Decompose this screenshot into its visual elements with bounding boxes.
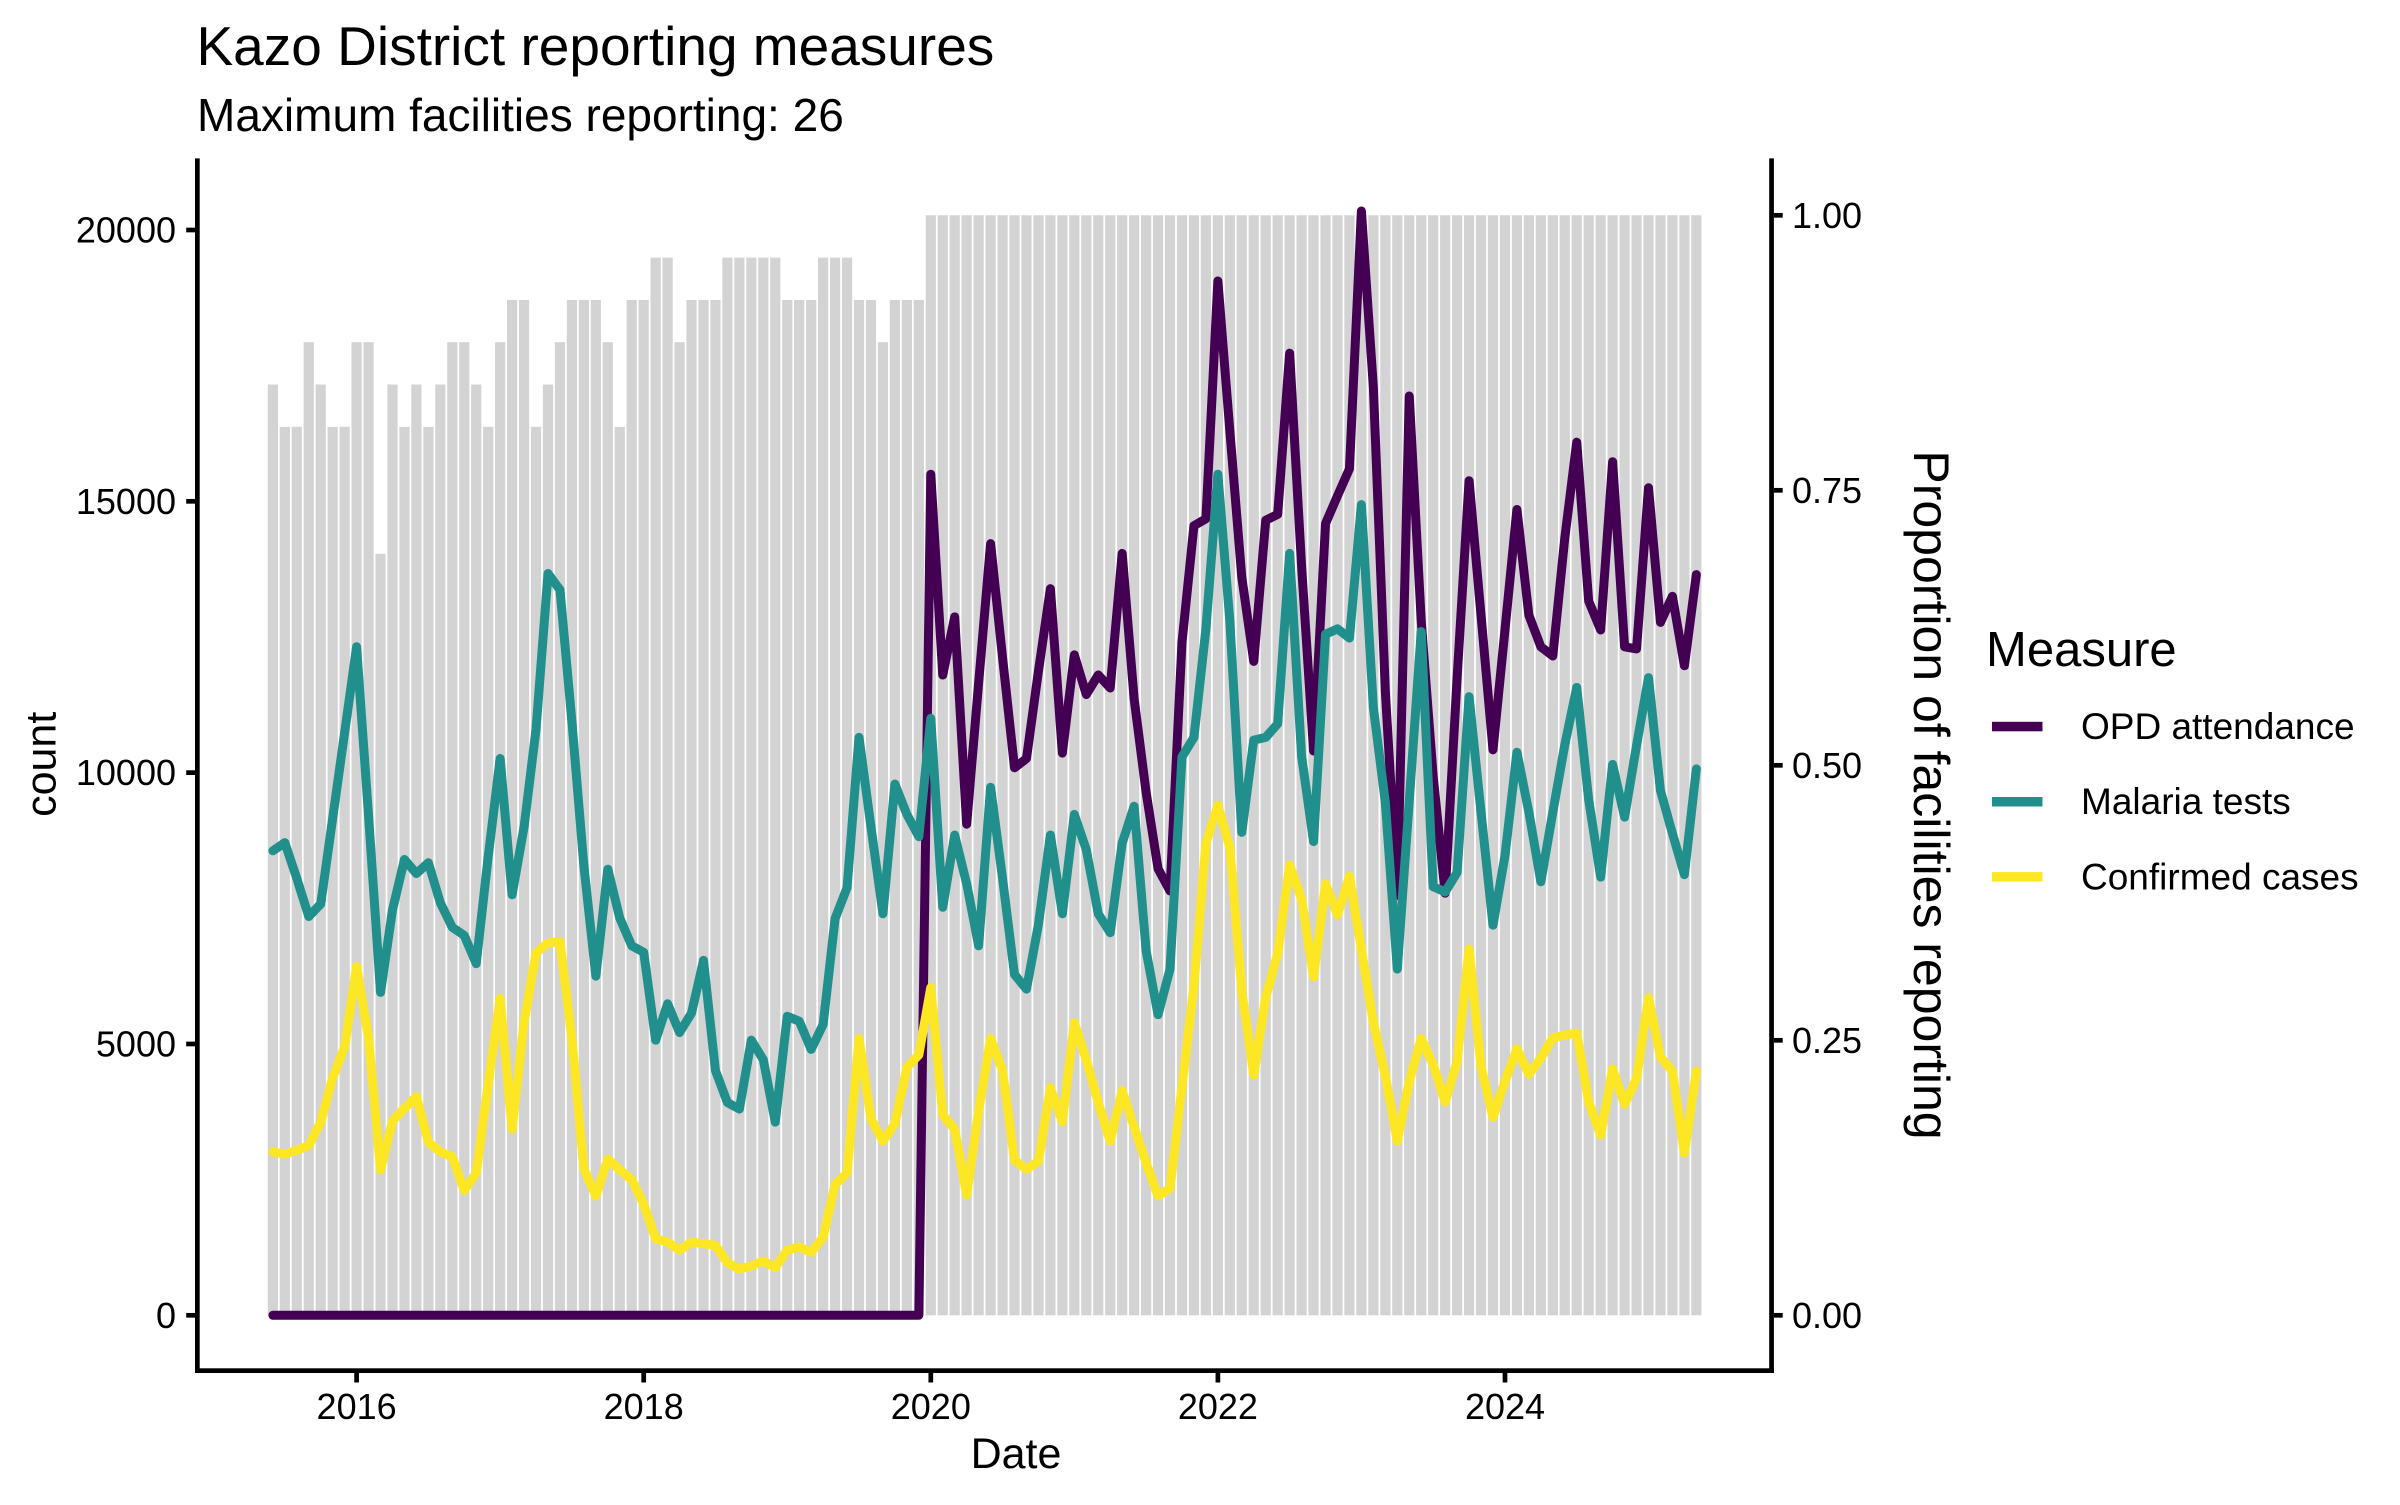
- svg-text:Measure: Measure: [1986, 623, 2177, 677]
- svg-text:0: 0: [156, 1295, 176, 1336]
- svg-text:1.00: 1.00: [1792, 195, 1862, 236]
- svg-text:20000: 20000: [76, 210, 176, 251]
- svg-text:Date: Date: [971, 1430, 1062, 1478]
- svg-text:0.00: 0.00: [1792, 1295, 1862, 1336]
- svg-text:2024: 2024: [1465, 1386, 1545, 1427]
- svg-text:Maximum facilities reporting:: Maximum facilities reporting: 26: [197, 89, 844, 141]
- svg-text:10000: 10000: [76, 752, 176, 793]
- svg-text:2020: 2020: [891, 1386, 971, 1427]
- svg-text:2016: 2016: [317, 1386, 397, 1427]
- svg-text:count: count: [18, 712, 66, 817]
- svg-text:Confirmed cases: Confirmed cases: [2081, 856, 2359, 897]
- svg-text:0.75: 0.75: [1792, 470, 1862, 511]
- svg-text:Malaria tests: Malaria tests: [2081, 781, 2291, 822]
- svg-text:OPD attendance: OPD attendance: [2081, 706, 2355, 747]
- svg-text:0.25: 0.25: [1792, 1020, 1862, 1061]
- svg-text:15000: 15000: [76, 481, 176, 522]
- svg-text:5000: 5000: [96, 1024, 176, 1065]
- svg-text:Kazo District reporting measur: Kazo District reporting measures: [197, 15, 995, 77]
- svg-text:0.50: 0.50: [1792, 745, 1862, 786]
- svg-text:Proportion of facilities repor: Proportion of facilities reporting: [1903, 450, 1959, 1139]
- svg-text:2022: 2022: [1178, 1386, 1258, 1427]
- svg-text:2018: 2018: [604, 1386, 684, 1427]
